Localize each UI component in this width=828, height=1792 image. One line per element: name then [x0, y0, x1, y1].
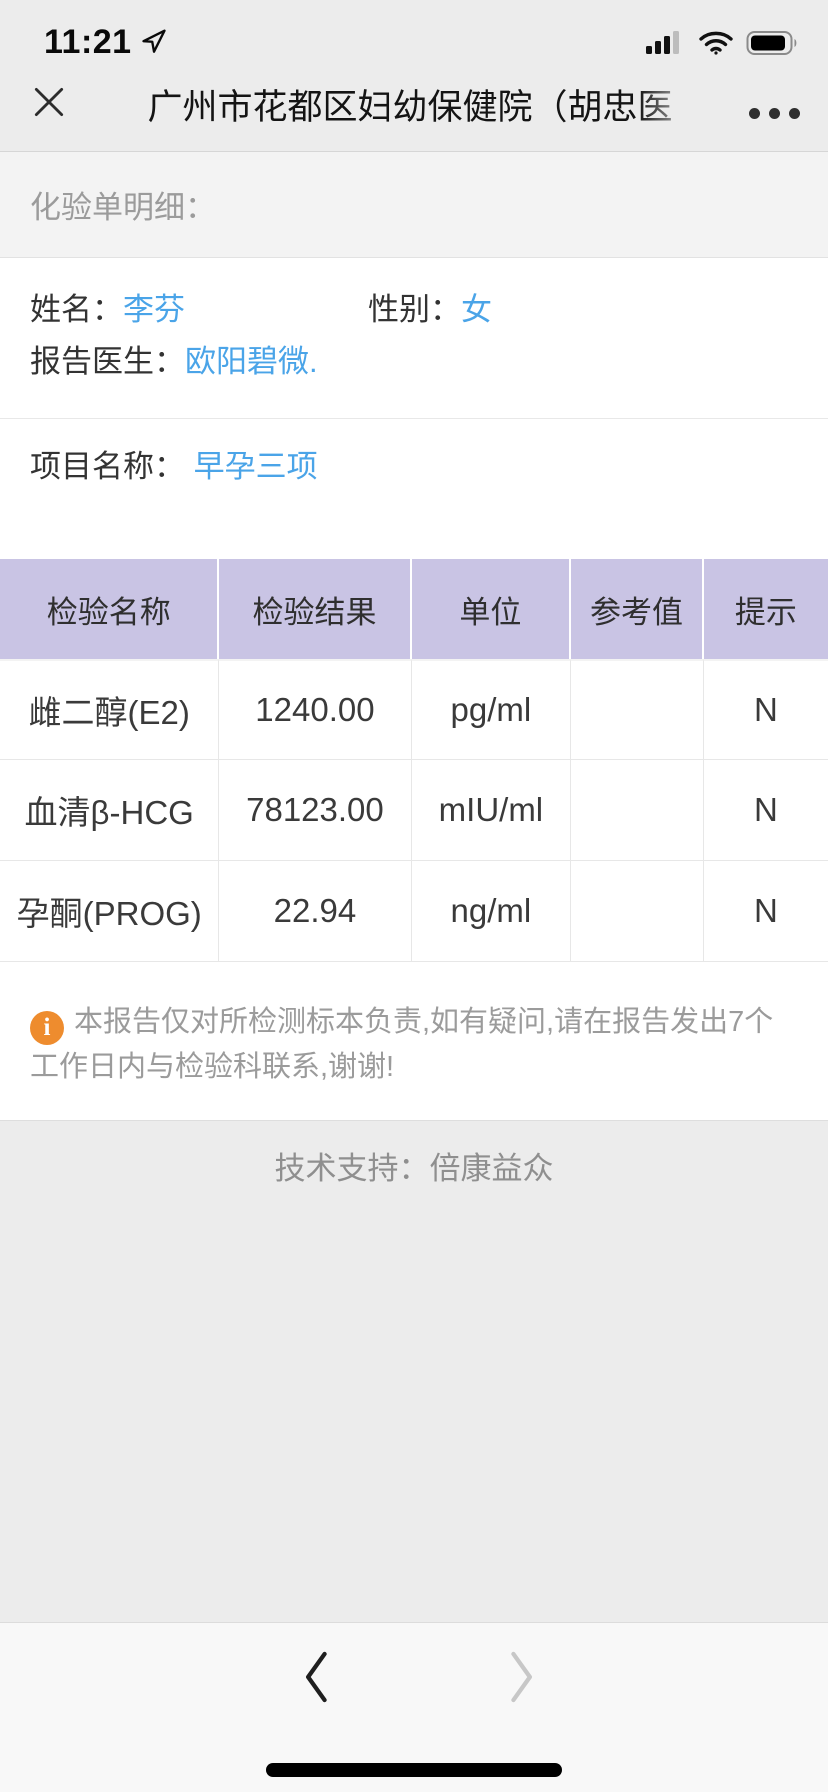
- field-doctor: 报告医生： 欧阳碧微.: [30, 336, 318, 388]
- gender-value: 女: [461, 292, 492, 327]
- cell-test-name: 孕酮(PROG): [0, 861, 220, 962]
- table-row: 血清β-HCG 78123.00 mIU/ml N: [0, 760, 828, 861]
- wifi-icon: [698, 29, 734, 62]
- chevron-forward-icon: [500, 1649, 540, 1710]
- cell-flag: N: [703, 861, 828, 962]
- doctor-value: 欧阳碧微.: [185, 344, 318, 379]
- col-header-test-name: 检验名称: [0, 559, 220, 659]
- cell-flag: N: [703, 760, 828, 861]
- project-value: 早孕三项: [193, 449, 318, 484]
- lab-results-table: 检验名称 检验结果 单位 参考值 提示 雌二醇(E2) 1240.00 pg/m…: [0, 559, 828, 962]
- project-label: 项目名称：: [30, 449, 185, 484]
- nav-bar: 广州市花都区妇幼保健院（胡忠医: [0, 64, 828, 152]
- disclaimer-text: 本报告仅对所检测标本负责,如有疑问,请在报告发出7个工作日内与检验科联系,谢谢!: [30, 1006, 774, 1083]
- cell-unit: pg/ml: [411, 659, 572, 760]
- patient-info: 姓名： 李芬 性别： 女 报告医生： 欧阳碧微.: [0, 258, 828, 419]
- chevron-back-icon: [298, 1649, 338, 1710]
- info-icon: [30, 1011, 64, 1045]
- table-row: 孕酮(PROG) 22.94 ng/ml N: [0, 861, 828, 962]
- close-button[interactable]: [30, 83, 110, 126]
- gender-label: 性别：: [368, 292, 461, 327]
- status-left: 11:21: [44, 23, 168, 62]
- back-button[interactable]: [286, 1647, 350, 1711]
- table-row: 雌二醇(E2) 1240.00 pg/ml N: [0, 659, 828, 760]
- cell-result: 1240.00: [219, 659, 412, 760]
- disclaimer-note: 本报告仅对所检测标本负责,如有疑问,请在报告发出7个工作日内与检验科联系,谢谢!: [0, 962, 828, 1121]
- field-name: 姓名： 李芬: [30, 284, 368, 336]
- forward-button[interactable]: [488, 1647, 552, 1711]
- doctor-label: 报告医生：: [30, 344, 185, 379]
- col-header-flag: 提示: [703, 559, 828, 659]
- cell-test-name: 雌二醇(E2): [0, 659, 220, 760]
- col-header-unit: 单位: [411, 559, 572, 659]
- browser-toolbar: [0, 1622, 828, 1792]
- section-band: 化验单明细：: [0, 152, 828, 258]
- home-indicator[interactable]: [266, 1763, 562, 1777]
- status-right: [644, 29, 800, 62]
- page-footer-area: 技术支持：倍康益众: [0, 1121, 828, 1622]
- field-gender: 性别： 女: [368, 284, 492, 336]
- cell-unit: mIU/ml: [411, 760, 572, 861]
- info-row-2: 报告医生： 欧阳碧微.: [30, 336, 798, 388]
- section-title: 化验单明细：: [30, 190, 216, 225]
- clock: 11:21: [44, 23, 132, 61]
- cell-reference: [571, 861, 704, 962]
- close-icon: [30, 83, 68, 126]
- name-value: 李芬: [123, 292, 185, 327]
- tech-support-text: 技术支持：倍康益众: [274, 1151, 554, 1186]
- page-title: 广州市花都区妇幼保健院（胡忠医: [147, 88, 673, 127]
- cell-unit: ng/ml: [411, 861, 572, 962]
- col-header-reference: 参考值: [571, 559, 704, 659]
- cell-reference: [571, 760, 704, 861]
- cell-result: 78123.00: [219, 760, 412, 861]
- cell-result: 22.94: [219, 861, 412, 962]
- cell-flag: N: [703, 659, 828, 760]
- table-header-row: 检验名称 检验结果 单位 参考值 提示: [0, 559, 828, 659]
- location-arrow-icon: [140, 26, 168, 59]
- more-dots-icon: [749, 90, 800, 119]
- info-row-1: 姓名： 李芬 性别： 女: [30, 284, 798, 336]
- cell-test-name: 血清β-HCG: [0, 760, 220, 861]
- name-label: 姓名：: [30, 292, 123, 327]
- project-row: 项目名称： 早孕三项: [0, 419, 828, 511]
- col-header-result: 检验结果: [219, 559, 412, 659]
- more-button[interactable]: [710, 90, 800, 119]
- cellular-signal-icon: [644, 29, 686, 62]
- battery-icon: [746, 29, 800, 62]
- status-bar: 11:21: [0, 0, 828, 64]
- cell-reference: [571, 659, 704, 760]
